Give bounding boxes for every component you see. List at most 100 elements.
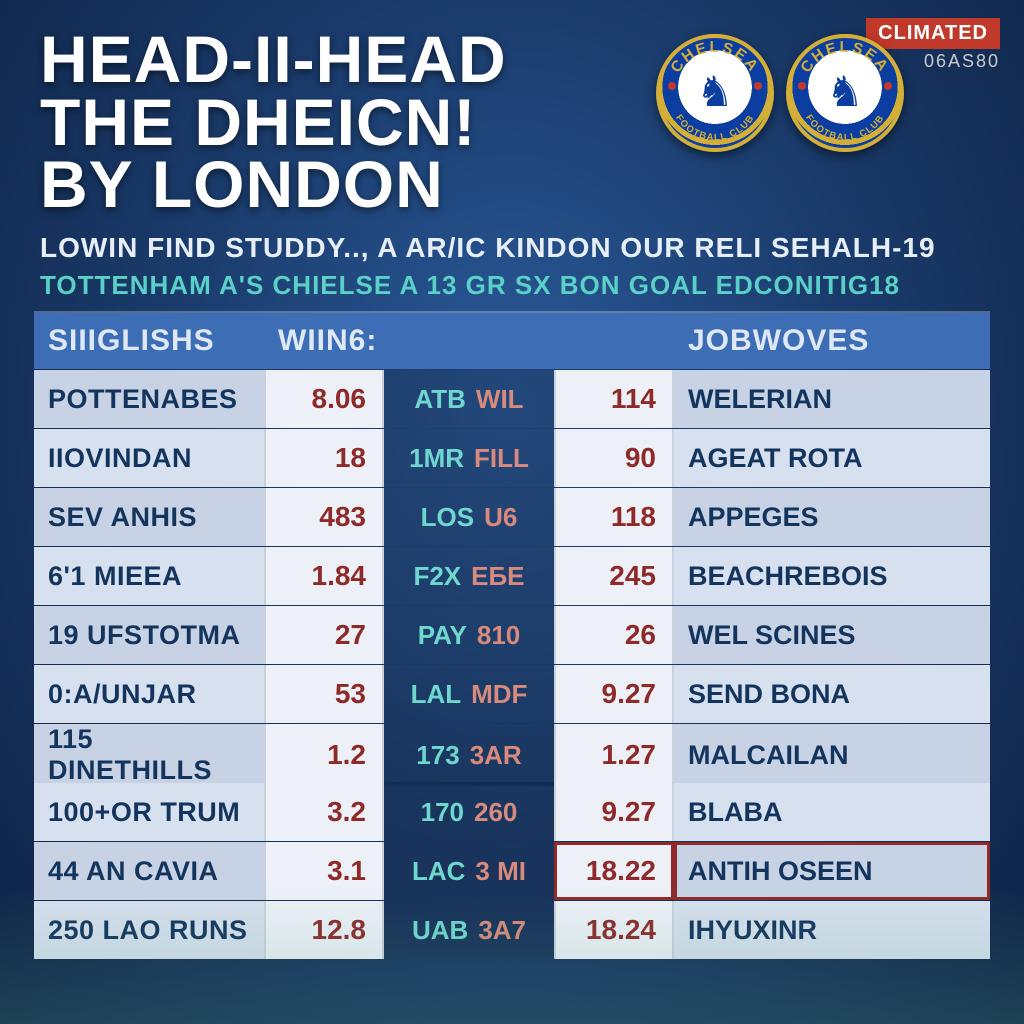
cell-mid: UAB 3A7 [384,901,554,959]
table-row: 19 UFSTOTMA27 PAY 810 26WEL SCINES [34,605,990,664]
cell-mid-b: WIL [476,384,524,415]
cell-mid-a: LAC [412,856,465,887]
table-row: 0:A/UNJAR53 LAL MDF 9.27SEND BONA [34,664,990,723]
col-header-left: SIIIGLISHS [34,324,264,358]
main-title: HEAD-II-HEAD THE DHEICN! BY LONDON [40,28,636,216]
table-row: 250 LAO RUNS12.8 UAB 3A7 18.24IHYUXINR [34,900,990,959]
cell-left-value: 12.8 [264,901,384,959]
cell-right-label: BLABA [674,783,990,841]
cell-mid-b: 810 [477,620,520,651]
cell-right-value: 118 [554,488,674,546]
cell-right-value: 9.27 [554,783,674,841]
cell-mid-b: FILL [474,443,529,474]
cell-mid-b: MDF [471,679,527,710]
cell-right-label: APPEGES [674,488,990,546]
cell-left-label: SEV ANHIS [34,488,264,546]
table-row: POTTENABES8.06 ATB WIL 114WELERIAN [34,369,990,428]
cell-right-value: 1.27 [554,724,674,786]
cell-left-label: 44 AN CAVIA [34,842,264,900]
cell-mid: 1MR FILL [384,429,554,487]
cell-mid-b: 3AR [470,740,522,771]
cell-right-value: 18.24 [554,901,674,959]
cell-left-value: 18 [264,429,384,487]
cell-right-label: ANTIH OSEEN [674,842,990,900]
table-row: SEV ANHIS483 LOS U6 118APPEGES [34,487,990,546]
cell-mid: 173 3AR [384,724,554,786]
title-line-3: BY LONDON [40,153,636,216]
stats-table: SIIIGLISHS WIIN6: JOBWOVES POTTENABES8.0… [34,311,990,959]
cell-right-label: WEL SCINES [674,606,990,664]
crest-left: CHELSEA FOOTBALL CLUB ♞ [656,34,774,152]
cell-mid-b: 3 MI [475,856,526,887]
table-row: 115 DINETHILLS1.21733AR1.27MALCAILAN [34,723,990,782]
cell-left-label: 19 UFSTOTMA [34,606,264,664]
cell-left-label: 115 DINETHILLS [34,724,264,786]
cell-right-label: MALCAILAN [674,724,990,786]
cell-mid-b: 3A7 [478,915,526,946]
cell-left-value: 8.06 [264,370,384,428]
cell-mid: ATB WIL [384,370,554,428]
crest-dot-icon [668,82,676,90]
cell-mid-a: 1MR [409,443,464,474]
cell-mid-a: LAL [411,679,462,710]
title-line-2: THE DHEICN! [40,91,636,154]
cell-left-value: 1.2 [264,724,384,786]
cell-right-value: 90 [554,429,674,487]
cell-left-label: 6'1 MIEEA [34,547,264,605]
cell-right-label: AGEAT ROTA [674,429,990,487]
cell-mid: F2X EБE [384,547,554,605]
cell-right-value: 245 [554,547,674,605]
crest-dot-icon [754,82,762,90]
table-header-row: SIIIGLISHS WIIN6: JOBWOVES [34,313,990,369]
cell-left-value: 53 [264,665,384,723]
cell-right-label: WELERIAN [674,370,990,428]
col-header-left-num: WIIN6: [264,324,384,358]
cell-left-label: 250 LAO RUNS [34,901,264,959]
cell-left-value: 483 [264,488,384,546]
table-row: 44 AN CAVIA3.1 LAC 3 MI 18.22ANTIH OSEEN [34,841,990,900]
col-header-right: JOBWOVES [674,324,990,358]
cell-mid: PAY 810 [384,606,554,664]
cell-right-label: SEND BONA [674,665,990,723]
svg-text:FOOTBALL CLUB: FOOTBALL CLUB [804,112,886,142]
cell-mid: LAC 3 MI [384,842,554,900]
cell-right-value: 18.22 [554,842,674,900]
cell-mid-a: F2X [413,561,461,592]
cell-right-value: 26 [554,606,674,664]
cell-mid-a: LOS [421,502,474,533]
cell-mid: LOS U6 [384,488,554,546]
table-row: 6'1 MIEEA1.84F2XEБE245BEACHREBOIS [34,546,990,605]
cell-right-label: BEACHREBOIS [674,547,990,605]
title-line-1: HEAD-II-HEAD [40,28,636,91]
crest-dot-icon [884,82,892,90]
cell-left-label: 0:A/UNJAR [34,665,264,723]
crest-right: CHELSEA FOOTBALL CLUB ♞ [786,34,904,152]
cell-left-value: 3.2 [264,783,384,841]
cell-mid-a: PAY [418,620,467,651]
subtitle-2: TOTTENHAM A'S CHIELSE A 13 GR SX BON GOA… [0,270,1024,301]
table-row: IIOVINDAN18 1MR FILL 90AGEAT ROTA [34,428,990,487]
subtitle-1: LOWIN FIND STUDDY.., A AR/IC KINDON OUR … [0,232,1024,264]
header: HEAD-II-HEAD THE DHEICN! BY LONDON CHELS… [0,0,1024,222]
cell-mid: 170 260 [384,783,554,841]
cell-left-value: 27 [264,606,384,664]
cell-mid-b: EБE [471,561,524,592]
cell-mid-a: ATB [414,384,466,415]
cell-mid-b: 260 [474,797,517,828]
lion-icon: ♞ [826,67,864,116]
cell-right-value: 9.27 [554,665,674,723]
svg-text:FOOTBALL CLUB: FOOTBALL CLUB [674,112,756,142]
table-row: 100+OR TRUM3.2 170 260 9.27BLABA [34,782,990,841]
cell-right-label: IHYUXINR [674,901,990,959]
cell-right-value: 114 [554,370,674,428]
cell-mid-a: UAB [412,915,468,946]
cell-left-label: IIOVINDAN [34,429,264,487]
cell-mid-a: 170 [421,797,464,828]
cell-mid-b: U6 [484,502,517,533]
cell-left-value: 3.1 [264,842,384,900]
cell-mid-a: 173 [416,740,459,771]
cell-left-label: 100+OR TRUM [34,783,264,841]
lion-icon: ♞ [696,67,734,116]
cell-left-label: POTTENABES [34,370,264,428]
crest-dot-icon [798,82,806,90]
